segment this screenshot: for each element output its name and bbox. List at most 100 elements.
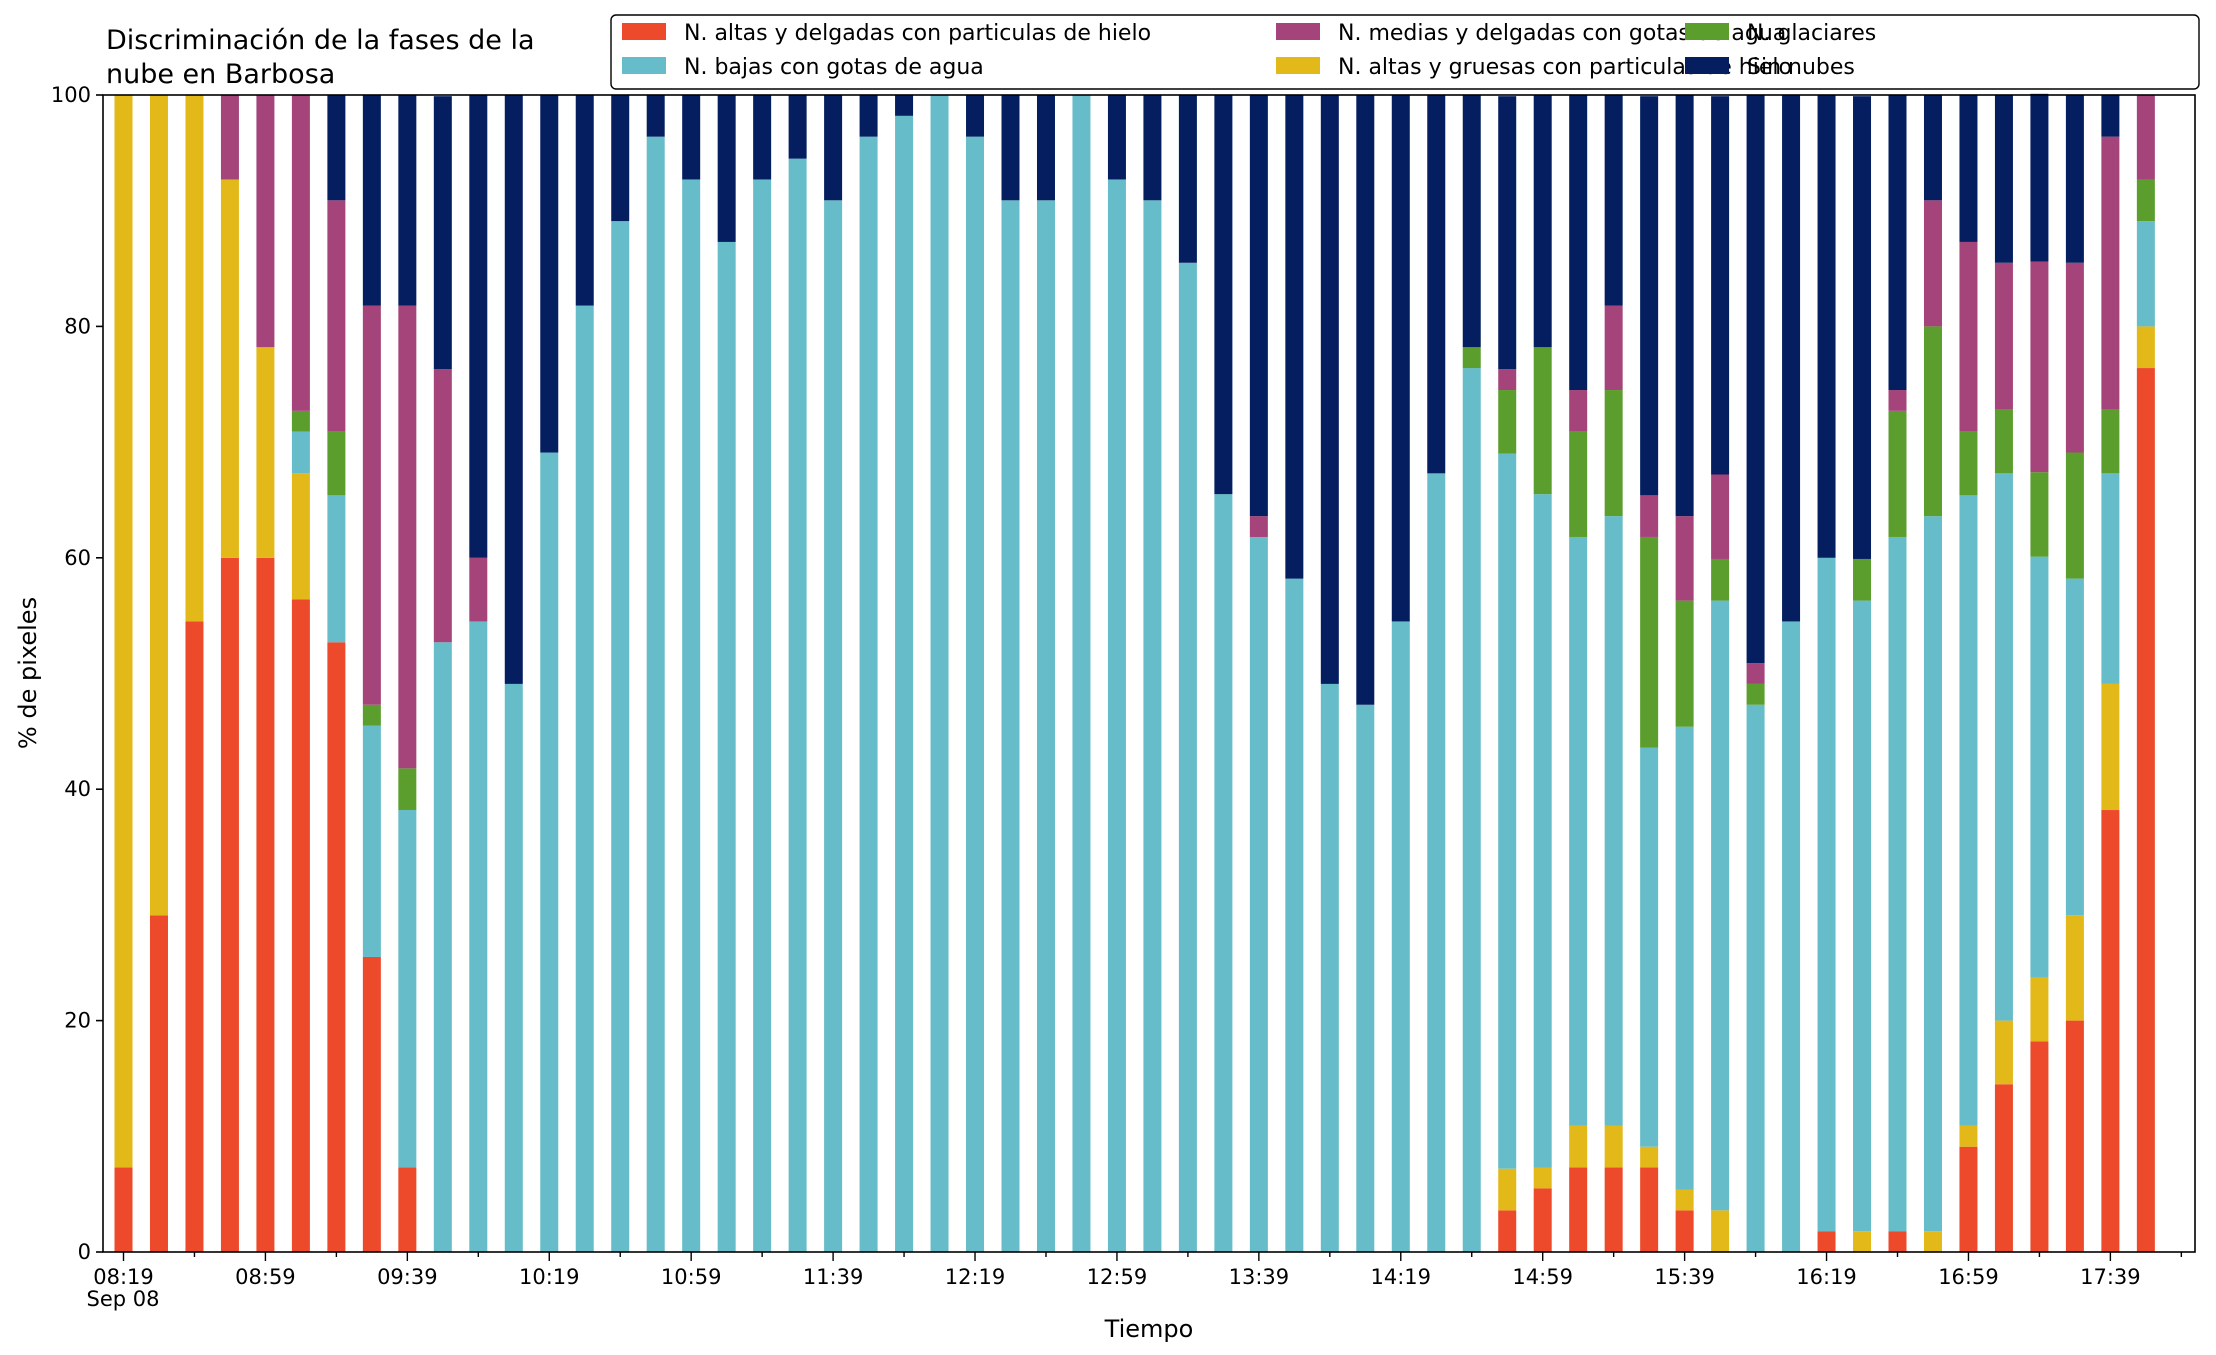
bar-segment [1888,410,1907,537]
bar-segment [1569,1167,1588,1252]
bar-segment [1320,683,1339,1252]
bar-segment [2136,221,2155,327]
y-axis-label: % de pixeles [14,597,42,749]
bar-segment [1959,1125,1978,1147]
bar-segment [504,683,523,1252]
bar-segment [1675,600,1694,727]
bar-segment [1746,683,1765,705]
bar-segment [1285,578,1304,1252]
bar-segment [1817,1231,1836,1252]
bar-segment [398,810,417,1168]
bar-segment [788,95,807,159]
x-date-label: Sep 08 [87,1287,160,1311]
bar-segment [1356,704,1375,1252]
x-tick-label: 10:59 [661,1265,722,1289]
bar-segment [1711,1210,1730,1252]
bar-segment [753,95,772,180]
bar-segment [1711,96,1730,475]
bar-segment [1888,536,1907,1232]
bar-segment [1994,95,2013,263]
bar-segment [1994,1084,2013,1252]
bar-segment [1356,95,1375,705]
y-axis: 0 20 40 60 80 100 [51,83,103,1264]
bar-segment [824,200,843,1252]
bar-segment [1285,95,1304,579]
bar-segment [1533,1167,1552,1189]
bar-segment [1994,409,2013,474]
bar-segment [646,95,665,137]
bar-segment [895,115,914,1253]
bar-segment [1675,1189,1694,1211]
bar-segment [1853,600,1872,1232]
bar-segment [966,136,985,1252]
bar-segment [1604,1167,1623,1252]
bar-segment [1782,95,1801,622]
bar-segment [2101,95,2120,137]
bar-segment [575,95,594,306]
bar-segment [2030,977,2049,1042]
bar-segment [717,95,736,242]
bar-segment [291,599,310,1252]
bar-segment [1143,95,1162,201]
bar-segment [1533,347,1552,495]
bar-segment [2101,409,2120,474]
legend-label: N. glaciares [1747,21,1876,46]
legend-swatch [622,57,666,74]
bar-segment [1817,95,1836,558]
bar-segment [2065,95,2084,263]
bar-segment [1107,95,1126,180]
bar-segment [1640,495,1659,537]
bar-segment [2101,683,2120,811]
bar-segment [1498,369,1517,391]
bar-segment [1569,536,1588,1126]
bar-segment [2065,452,2084,579]
bar-segment [1817,557,1836,1232]
bar-segment [1853,96,1872,559]
bars-layer [114,93,2155,1253]
bar-segment [291,410,310,432]
bar-segment [540,452,559,1252]
bar-segment [1498,453,1517,1169]
bar-segment [1604,95,1623,306]
bar-segment [575,305,594,1252]
bar-segment [433,642,452,1252]
bar-segment [1959,241,1978,432]
x-tick-label: 15:39 [1654,1265,1715,1289]
bar-segment [1214,95,1233,495]
bar-segment [1214,494,1233,1252]
bar-segment [1853,1231,1872,1252]
bar-segment [1923,1231,1942,1252]
x-tick-label: 12:19 [945,1265,1006,1289]
bar-segment [433,369,452,643]
bar-segment [2030,93,2049,262]
bar-segment [1746,663,1765,684]
bar-segment [1640,1146,1659,1168]
bar-segment [1036,95,1055,201]
bar-segment [1888,95,1907,391]
bar-segment [256,557,275,1252]
legend-swatch [1276,57,1320,74]
bar-segment [1498,1168,1517,1211]
bar-segment [1746,704,1765,1252]
y-tick-label: 60 [64,546,91,570]
bar-segment [1711,558,1730,601]
bar-segment [1498,96,1517,370]
y-tick-label: 80 [64,314,91,338]
bar-segment [1001,200,1020,1252]
bar-segment [362,956,381,1252]
bar-segment [1853,558,1872,601]
bar-segment [1569,1125,1588,1168]
bar-segment [788,158,807,1252]
bar-segment [1782,621,1801,1252]
legend-label: N. altas y delgadas con particulas de hi… [684,21,1151,46]
bar-segment [291,431,310,474]
bar-segment [1178,262,1197,1252]
bar-segment [1640,96,1659,496]
bar-segment [1427,95,1446,474]
x-tick-label: 12:59 [1087,1265,1148,1289]
bar-segment [2065,915,2084,1021]
bar-segment [895,95,914,116]
x-tick-label: 08:59 [235,1265,296,1289]
bar-segment [185,621,204,1252]
bar-segment [1888,1231,1907,1252]
